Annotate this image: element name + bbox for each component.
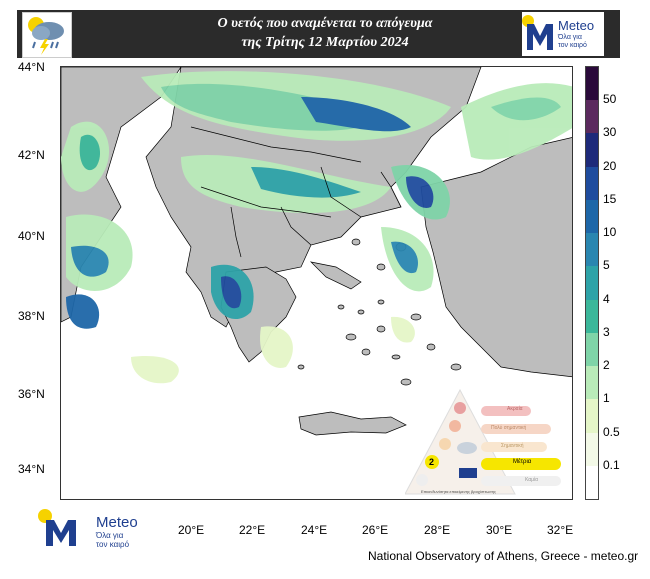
cloud-rain-lightning-icon bbox=[28, 17, 64, 55]
lon-label: 24°E bbox=[301, 523, 328, 537]
weather-logo bbox=[22, 12, 72, 58]
colorbar-segment bbox=[586, 166, 598, 201]
risk-triangle-icon bbox=[404, 388, 561, 495]
risk-label-5: Ακραία bbox=[507, 406, 523, 412]
colorbar-label: 2 bbox=[603, 358, 610, 373]
lon-label: 22°E bbox=[239, 523, 266, 537]
lat-label: 36°N bbox=[18, 387, 45, 401]
lat-label: 40°N bbox=[18, 229, 45, 243]
evia-landmass bbox=[309, 261, 362, 290]
risk-label-4: Πολύ σημαντική bbox=[491, 425, 527, 431]
colorbar-segment bbox=[586, 465, 598, 500]
lon-label: 32°E bbox=[547, 523, 574, 537]
risk-level-highlight: 2 bbox=[429, 457, 435, 467]
brand-logo-bottom: Meteo Όλα για τον καιρό bbox=[38, 508, 143, 550]
credit-text: National Observatory of Athens, Greece -… bbox=[368, 549, 639, 563]
colorbar-segment bbox=[586, 133, 598, 168]
lon-label: 20°E bbox=[178, 523, 205, 537]
colorbar-label: 30 bbox=[603, 125, 617, 140]
colorbar-label: 4 bbox=[603, 291, 610, 306]
crete-landmass bbox=[298, 411, 407, 436]
colorbar-segment bbox=[586, 399, 598, 434]
colorbar-label: 50 bbox=[603, 92, 617, 107]
precipitation-layer bbox=[61, 71, 572, 384]
turkey-landmass bbox=[420, 137, 572, 378]
risk-label-1: Καμία bbox=[525, 477, 539, 483]
risk-footer: Επικινδυνότητα επικείμενης βροχόπτωσης bbox=[421, 489, 496, 494]
risk-label-highlight: Μέτρια bbox=[513, 459, 532, 465]
risk-label-3: Σημαντική bbox=[501, 443, 524, 449]
title-line-2: της Τρίτης 12 Μαρτίου 2024 bbox=[241, 35, 409, 50]
colorbar-label: 3 bbox=[603, 324, 610, 339]
colorbar-segment bbox=[586, 299, 598, 334]
colorbar-segment bbox=[586, 266, 598, 301]
brand-logo-top: Meteo Όλα για τον καιρό bbox=[522, 12, 604, 56]
colorbar-segment bbox=[586, 366, 598, 400]
borders-layer bbox=[190, 126, 402, 258]
colorbar bbox=[585, 66, 599, 500]
colorbar-segment bbox=[586, 199, 598, 234]
lon-label: 26°E bbox=[362, 523, 389, 537]
lon-label: 30°E bbox=[486, 523, 513, 537]
brand-name-bottom: Meteo bbox=[96, 514, 138, 531]
brand-tagline-bottom-1: Όλα για bbox=[96, 531, 124, 540]
colorbar-label: 5 bbox=[603, 258, 610, 273]
header-bar bbox=[17, 10, 620, 58]
map-canvas bbox=[61, 67, 572, 436]
title-line-1: Ο υετός που αναμένεται το απόγευμα bbox=[217, 16, 433, 31]
colorbar-label: 15 bbox=[603, 191, 617, 206]
colorbar-label: 20 bbox=[603, 158, 617, 173]
colorbar-segment bbox=[586, 233, 598, 267]
colorbar-label: 0.5 bbox=[603, 424, 620, 439]
meteo-m-logo-icon bbox=[38, 509, 76, 546]
brand-name-top: Meteo bbox=[558, 18, 595, 33]
colorbar-segment bbox=[586, 67, 598, 101]
colorbar-label: 1 bbox=[603, 391, 610, 406]
lat-label: 34°N bbox=[18, 462, 45, 476]
colorbar-segment bbox=[586, 432, 598, 467]
risk-legend-inset: 2 Μέτρια Ακραία Πολύ σημαντική Σημαντική… bbox=[404, 386, 573, 498]
brand-tagline-top-1: Όλα για bbox=[558, 34, 582, 41]
lat-label: 38°N bbox=[18, 309, 45, 323]
colorbar-label: 10 bbox=[603, 225, 617, 240]
colorbar-segment bbox=[586, 100, 598, 134]
colorbar-segment bbox=[586, 332, 598, 367]
page-title: Ο υετός που αναμένεται το απόγευμα της Τ… bbox=[80, 14, 570, 52]
brand-tagline-top-2: τον καιρό bbox=[558, 42, 587, 49]
precipitation-map bbox=[60, 66, 573, 500]
meteo-m-logo-icon bbox=[522, 15, 553, 50]
brand-tagline-bottom-2: τον καιρό bbox=[96, 540, 130, 549]
lon-label: 28°E bbox=[424, 523, 451, 537]
lat-label: 44°N bbox=[18, 60, 45, 74]
lat-label: 42°N bbox=[18, 148, 45, 162]
colorbar-label: 0.1 bbox=[603, 457, 620, 472]
